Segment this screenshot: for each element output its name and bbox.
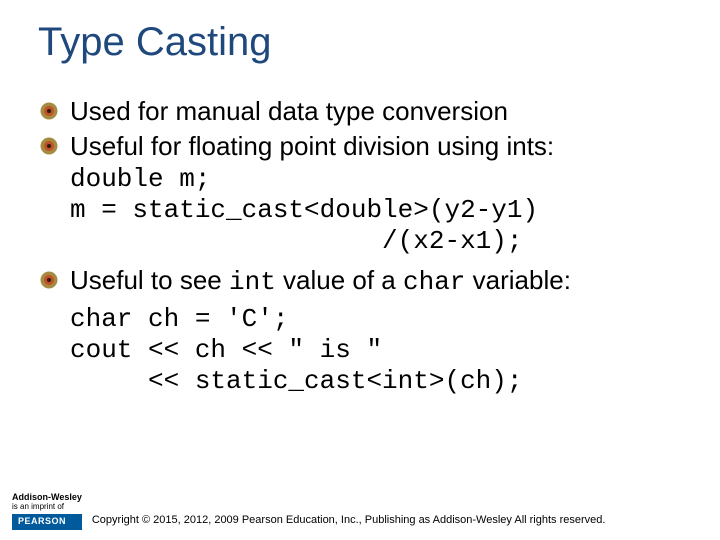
bullet-text: Useful to see int value of a char variab… — [70, 265, 571, 295]
code-line: double m; — [70, 164, 210, 194]
bullet-icon — [40, 271, 58, 289]
code-inline: char — [403, 267, 465, 297]
bullet-list: Useful to see int value of a char variab… — [38, 264, 682, 299]
footer: Addison-Wesley is an imprint of PEARSON … — [12, 493, 708, 530]
bullet-item: Useful to see int value of a char variab… — [38, 264, 682, 299]
bullet-icon — [40, 137, 58, 155]
code-inline: int — [229, 267, 276, 297]
slide-title: Type Casting — [38, 20, 682, 65]
slide-content: Type Casting Used for manual data type c… — [0, 0, 720, 398]
pearson-badge: PEARSON — [12, 514, 82, 530]
text-fragment: Useful to see — [70, 265, 229, 295]
bullet-text: Useful for floating point division using… — [70, 131, 554, 161]
bullet-list: Used for manual data type conversion Use… — [38, 95, 682, 162]
text-fragment: variable: — [465, 265, 571, 295]
text-fragment: value of a — [276, 265, 403, 295]
publisher-tagline: is an imprint of — [12, 503, 82, 512]
code-line: m = static_cast<double>(y2-y1) — [70, 195, 538, 225]
bullet-item: Useful for floating point division using… — [38, 130, 682, 163]
code-line: << static_cast<int>(ch); — [70, 366, 522, 396]
publisher-logo: Addison-Wesley is an imprint of PEARSON — [12, 493, 82, 530]
code-block-1: double m; m = static_cast<double>(y2-y1)… — [38, 164, 682, 258]
code-line: char ch = 'C'; — [70, 304, 288, 334]
bullet-item: Used for manual data type conversion — [38, 95, 682, 128]
copyright-text: Copyright © 2015, 2012, 2009 Pearson Edu… — [92, 514, 708, 530]
code-line: /(x2-x1); — [70, 226, 522, 256]
code-line: cout << ch << " is " — [70, 335, 382, 365]
code-block-2: char ch = 'C'; cout << ch << " is " << s… — [38, 304, 682, 398]
bullet-text: Used for manual data type conversion — [70, 96, 508, 126]
bullet-icon — [40, 102, 58, 120]
